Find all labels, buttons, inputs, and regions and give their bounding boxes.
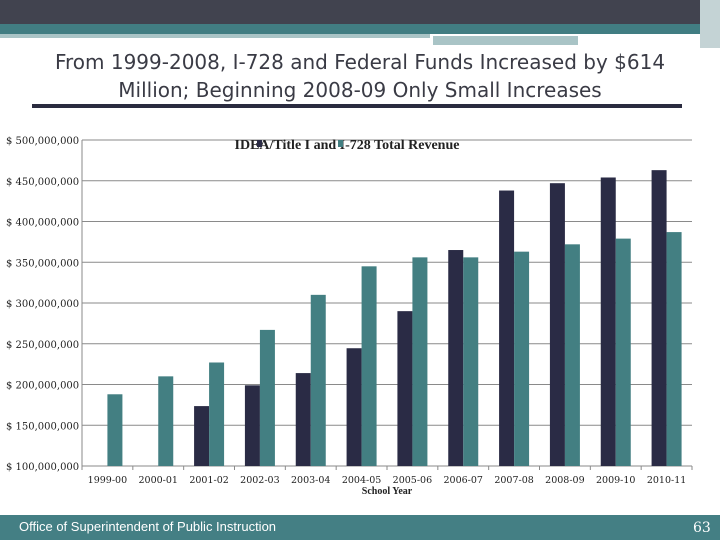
y-tick-label: $ 500,000,000 — [6, 136, 79, 147]
bar-series-2 — [310, 294, 326, 466]
footer-text: Office of Superintendent of Public Instr… — [19, 519, 277, 534]
page-number: 63 — [693, 520, 711, 536]
header-accent-bar — [0, 24, 720, 34]
x-axis-label: School Year — [362, 486, 413, 497]
title-underline — [32, 104, 682, 108]
header-accent-line — [433, 36, 578, 45]
footer-bar — [0, 515, 720, 540]
bar-series-2 — [666, 232, 682, 466]
y-tick-label: $ 250,000,000 — [6, 340, 79, 351]
bar-series-1 — [549, 183, 565, 466]
bar-series-1 — [397, 311, 413, 466]
bar-series-2 — [412, 257, 428, 466]
bar-series-1 — [295, 373, 311, 466]
x-tick-label: 2001-02 — [189, 475, 228, 486]
x-tick-label: 2003-04 — [291, 475, 330, 486]
legend-swatch — [338, 140, 343, 147]
y-tick-label: $ 100,000,000 — [6, 462, 79, 473]
y-tick-label: $ 400,000,000 — [6, 218, 79, 229]
chart-title: IDEA/Title I and I-728 Total Revenue — [235, 138, 460, 153]
header-bar — [0, 0, 720, 24]
legend-swatch — [257, 140, 262, 147]
bar-series-2 — [514, 251, 530, 466]
y-tick-label: $ 300,000,000 — [6, 299, 79, 310]
bar-chart: $ 100,000,000 $ 150,000,000 $ 200,000,000 $… — [6, 136, 693, 497]
y-tick-label: $ 450,000,000 — [6, 177, 79, 188]
bar-series-1 — [194, 406, 210, 466]
bar-series-2 — [564, 244, 580, 466]
bar-series-2 — [209, 362, 225, 466]
x-tick-label: 2002-03 — [240, 475, 279, 486]
x-tick-label: 2005-06 — [393, 475, 432, 486]
bar-series-1 — [448, 250, 464, 466]
y-tick-label: $ 200,000,000 — [6, 381, 79, 392]
bar-series-2 — [463, 257, 479, 466]
bar-series-2 — [361, 266, 377, 466]
header-corner-decoration — [700, 0, 720, 48]
x-tick-label: 2009-10 — [596, 475, 635, 486]
slide-title: From 1999-2008, I-728 and Federal Funds … — [54, 50, 666, 102]
bar-series-2 — [158, 376, 174, 466]
header-accent-line — [0, 34, 430, 38]
y-tick-label: $ 150,000,000 — [6, 421, 79, 432]
x-tick-label: 1999-00 — [88, 475, 127, 486]
x-tick-label: 2004-05 — [342, 475, 381, 486]
bar-series-2 — [259, 329, 275, 466]
x-tick-label: 2000-01 — [139, 475, 178, 486]
bar-series-1 — [499, 190, 515, 466]
y-tick-label: $ 350,000,000 — [6, 258, 79, 269]
x-tick-label: 2006-07 — [444, 475, 483, 486]
bar-series-1 — [244, 385, 260, 466]
x-tick-label: 2007-08 — [494, 475, 533, 486]
x-tick-label: 2010-11 — [647, 475, 686, 486]
bar-series-2 — [615, 238, 631, 466]
bar-series-1 — [600, 177, 616, 467]
bar-series-1 — [346, 348, 362, 466]
bar-series-1 — [651, 170, 667, 466]
bar-series-2 — [107, 394, 123, 466]
x-tick-label: 2008-09 — [545, 475, 584, 486]
